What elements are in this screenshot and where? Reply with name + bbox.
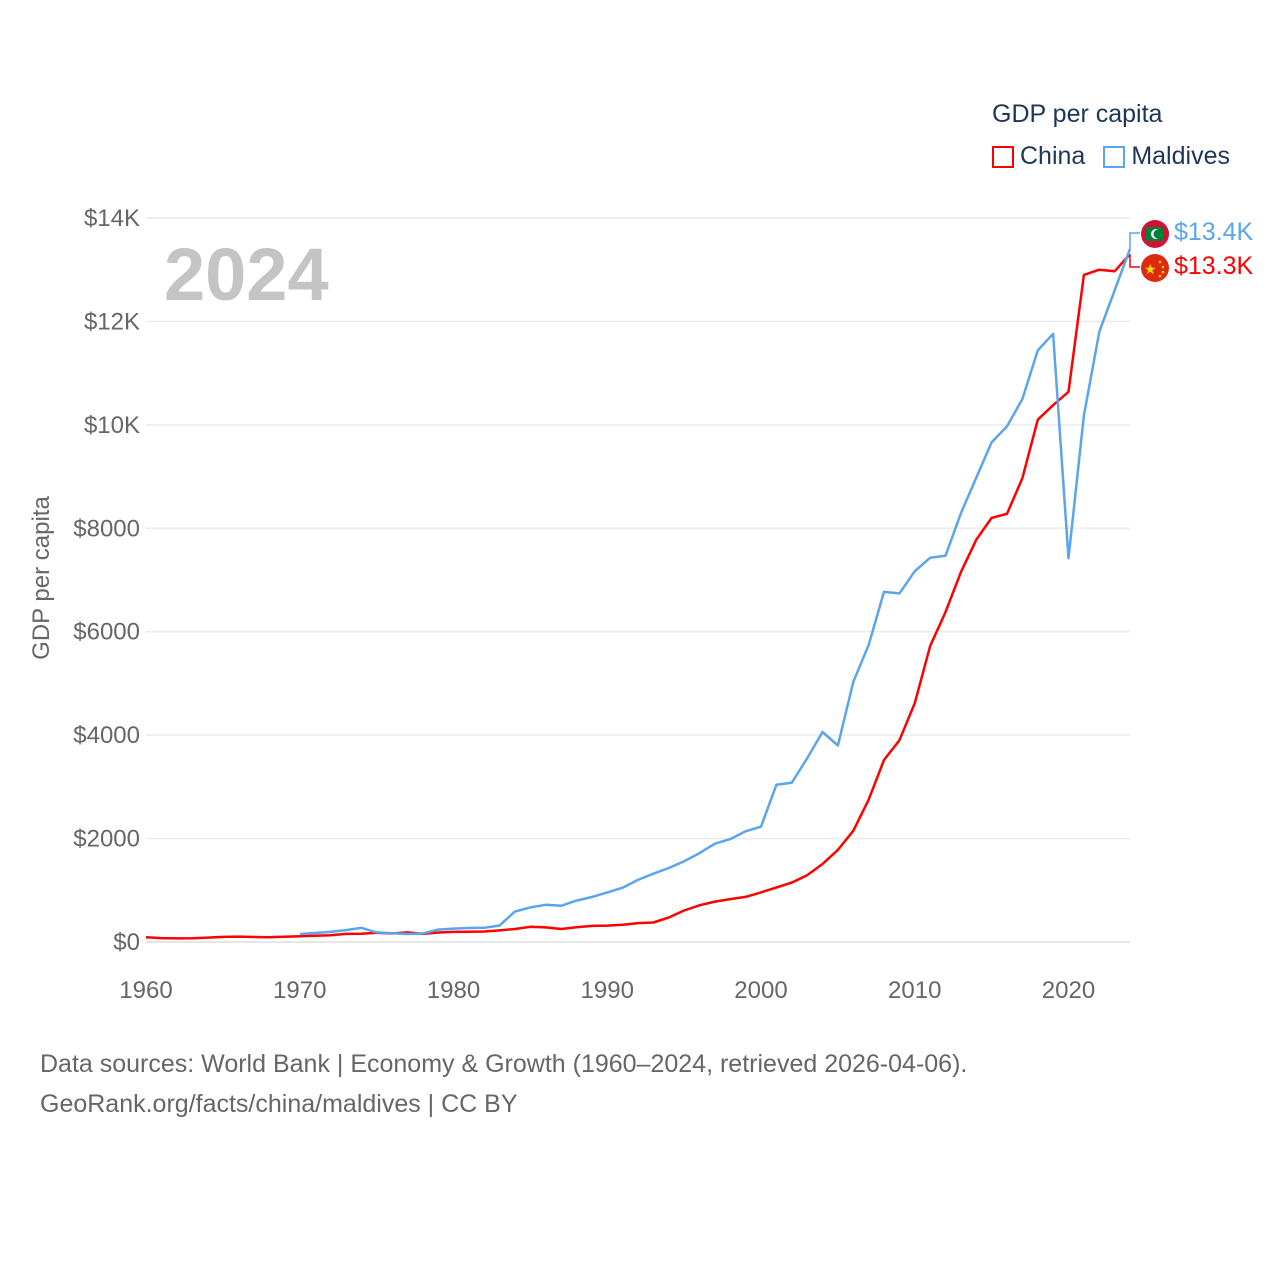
y-tick-label: $0 <box>113 929 140 956</box>
x-tick-label: 2020 <box>1042 977 1095 1004</box>
y-tick-label: $14K <box>84 205 140 232</box>
series-line-maldives <box>299 248 1132 936</box>
legend-label-china: China <box>1020 142 1086 170</box>
connector-china <box>1129 254 1140 268</box>
maldives-flag-icon <box>1141 220 1169 248</box>
x-tick-label: 1990 <box>581 977 634 1004</box>
legend-item-china[interactable]: China <box>992 142 1085 171</box>
connector-maldives <box>1129 232 1140 250</box>
y-tick-label: $8000 <box>73 515 140 542</box>
legend: China Maldives <box>992 142 1230 171</box>
x-tick-label: 1960 <box>119 977 172 1004</box>
y-tick-label: $4000 <box>73 722 140 749</box>
series-line-china <box>145 253 1131 940</box>
footer-line-1: Data sources: World Bank | Economy & Gro… <box>40 1050 968 1078</box>
legend-swatch-china <box>992 145 1014 168</box>
end-label-maldives: $13.4K <box>1174 218 1254 246</box>
legend-title: GDP per capita <box>992 100 1163 128</box>
legend-label-maldives: Maldives <box>1131 142 1230 170</box>
china-flag-icon: ★ <box>1141 254 1169 282</box>
end-label-china: $13.3K <box>1174 252 1254 280</box>
svg-text:★: ★ <box>1144 261 1157 277</box>
footer-line-2[interactable]: GeoRank.org/facts/china/maldives | CC BY <box>40 1090 518 1118</box>
x-tick-label: 2010 <box>888 977 941 1004</box>
current-year-label: 2024 <box>164 233 329 316</box>
y-axis-label: GDP per capita <box>28 496 55 660</box>
y-tick-label: $10K <box>84 412 140 439</box>
y-tick-label: $2000 <box>73 826 140 853</box>
y-tick-label: $12K <box>84 308 140 335</box>
legend-swatch-maldives <box>1103 145 1126 168</box>
x-tick-label: 1980 <box>427 977 480 1004</box>
legend-item-maldives[interactable]: Maldives <box>1103 142 1230 171</box>
x-tick-label: 2000 <box>734 977 787 1004</box>
x-tick-label: 1970 <box>273 977 326 1004</box>
footer-source: Data sources: World Bank | Economy & Gro… <box>40 1044 967 1124</box>
y-tick-label: $6000 <box>73 619 140 646</box>
